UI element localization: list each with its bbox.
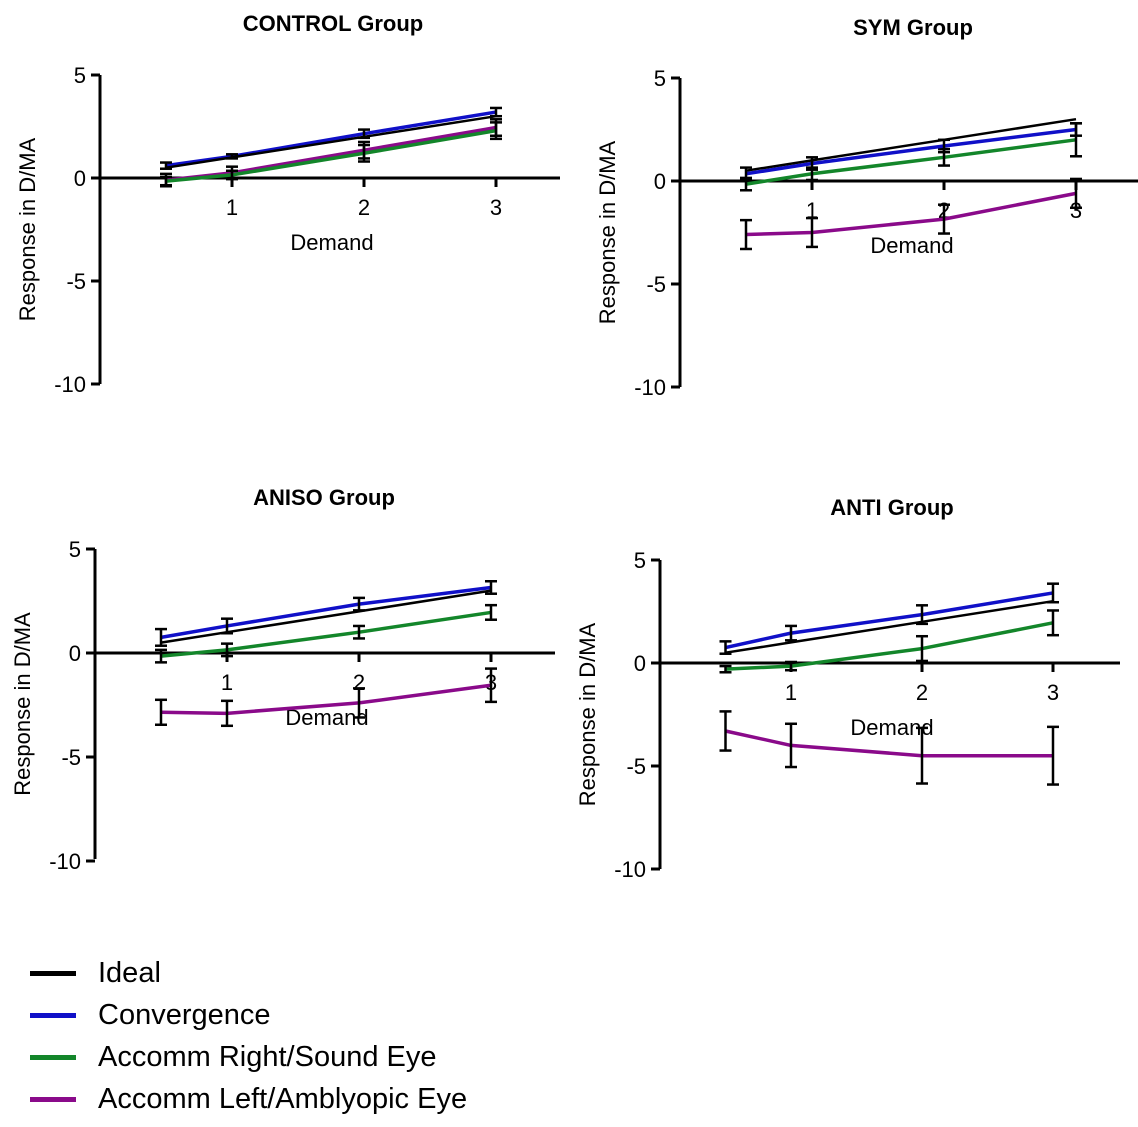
series-line-ideal [725, 599, 1054, 654]
y-tick-label: 5 [654, 66, 666, 91]
panel-control-group: CONTROL Group 5 0 -5 -10 1 2 3 Demand Response in… [15, 11, 560, 397]
x-tick-label: 2 [358, 195, 370, 220]
panel-title: ANTI Group [830, 495, 953, 520]
y-axis-label: Response in D/MA [15, 137, 40, 321]
y-tick-label: 0 [634, 651, 646, 676]
series-accomm-left [719, 710, 1059, 786]
series-line-convergence [160, 585, 492, 640]
series-line-ideal [160, 589, 492, 644]
y-tick-label: -5 [646, 272, 666, 297]
panel-title: CONTROL Group [243, 11, 423, 36]
panel-title: SYM Group [853, 15, 973, 40]
y-tick-label: 0 [654, 169, 666, 194]
series-line-ideal [165, 114, 497, 169]
y-tick-label: -10 [634, 375, 666, 400]
legend-item-ideal: Ideal [30, 952, 630, 994]
x-tick-label: 1 [806, 198, 818, 223]
y-axis-label: Response in D/MA [10, 612, 35, 796]
y-tick-label: -10 [49, 849, 81, 874]
series-line-accomm-left [160, 683, 492, 716]
legend-item-convergence: Convergence [30, 994, 630, 1036]
y-tick-label: 5 [74, 63, 86, 88]
series-ideal [160, 589, 492, 644]
x-tick-label: 1 [226, 195, 238, 220]
legend-swatch-accomm-right [30, 1054, 76, 1060]
y-axis-label: Response in D/MA [575, 622, 600, 806]
legend-item-accomm-right: Accomm Right/Sound Eye [30, 1036, 630, 1078]
series-accomm-right [160, 121, 502, 187]
y-tick-label: 5 [634, 548, 646, 573]
x-axis-label: Demand [870, 233, 953, 258]
series-line-accomm-left [725, 729, 1053, 758]
y-tick-label: 5 [69, 537, 81, 562]
x-tick-label: 3 [490, 195, 502, 220]
series-line-accomm-right [725, 621, 1054, 671]
series-line-convergence [165, 110, 497, 168]
legend-item-accomm-left: Accomm Left/Amblyopic Eye [30, 1078, 630, 1120]
panel-title: ANISO Group [253, 485, 395, 510]
series-line-ideal [745, 117, 1077, 172]
legend-swatch-convergence [30, 1012, 76, 1018]
x-tick-label: 2 [916, 680, 928, 705]
series-accomm-right [719, 609, 1059, 674]
series-accomm-left [155, 667, 497, 728]
series-accomm-right [155, 603, 497, 664]
y-tick-label: -5 [61, 745, 81, 770]
y-axis-label: Response in D/MA [595, 140, 620, 324]
legend-label: Accomm Right/Sound Eye [98, 1040, 437, 1073]
series-ideal [165, 114, 497, 169]
series-convergence [719, 582, 1059, 655]
series-line-accomm-right [165, 128, 497, 183]
y-tick-label: 0 [69, 641, 81, 666]
x-tick-label: 1 [221, 670, 233, 695]
series-line-convergence [725, 591, 1054, 650]
series-ideal [725, 599, 1054, 654]
y-tick-label: -5 [66, 269, 86, 294]
series-line-convergence [745, 127, 1077, 176]
x-tick-label: 3 [1047, 680, 1059, 705]
x-tick-label: 1 [785, 680, 797, 705]
legend-label: Accomm Left/Amblyopic Eye [98, 1082, 468, 1115]
series-ideal [745, 117, 1077, 172]
legend-swatch-accomm-left [30, 1096, 76, 1102]
series-line-accomm-right [745, 138, 1077, 186]
x-tick-label: 3 [1070, 198, 1082, 223]
series-line-accomm-left [745, 191, 1077, 237]
y-tick-label: 0 [74, 166, 86, 191]
legend-label: Ideal [98, 956, 161, 989]
y-tick-label: -10 [614, 857, 646, 882]
legend-swatch-ideal [30, 970, 76, 976]
series-line-accomm-left [165, 125, 497, 182]
series-convergence [740, 122, 1082, 182]
series-accomm-left [740, 177, 1082, 251]
legend: Ideal Convergence Accomm Right/Sound Eye… [30, 952, 630, 1120]
x-axis-label: Demand [290, 230, 373, 255]
y-tick-label: -5 [626, 754, 646, 779]
legend-label: Convergence [98, 998, 271, 1031]
series-line-accomm-right [160, 610, 492, 658]
y-tick-label: -10 [54, 372, 86, 397]
